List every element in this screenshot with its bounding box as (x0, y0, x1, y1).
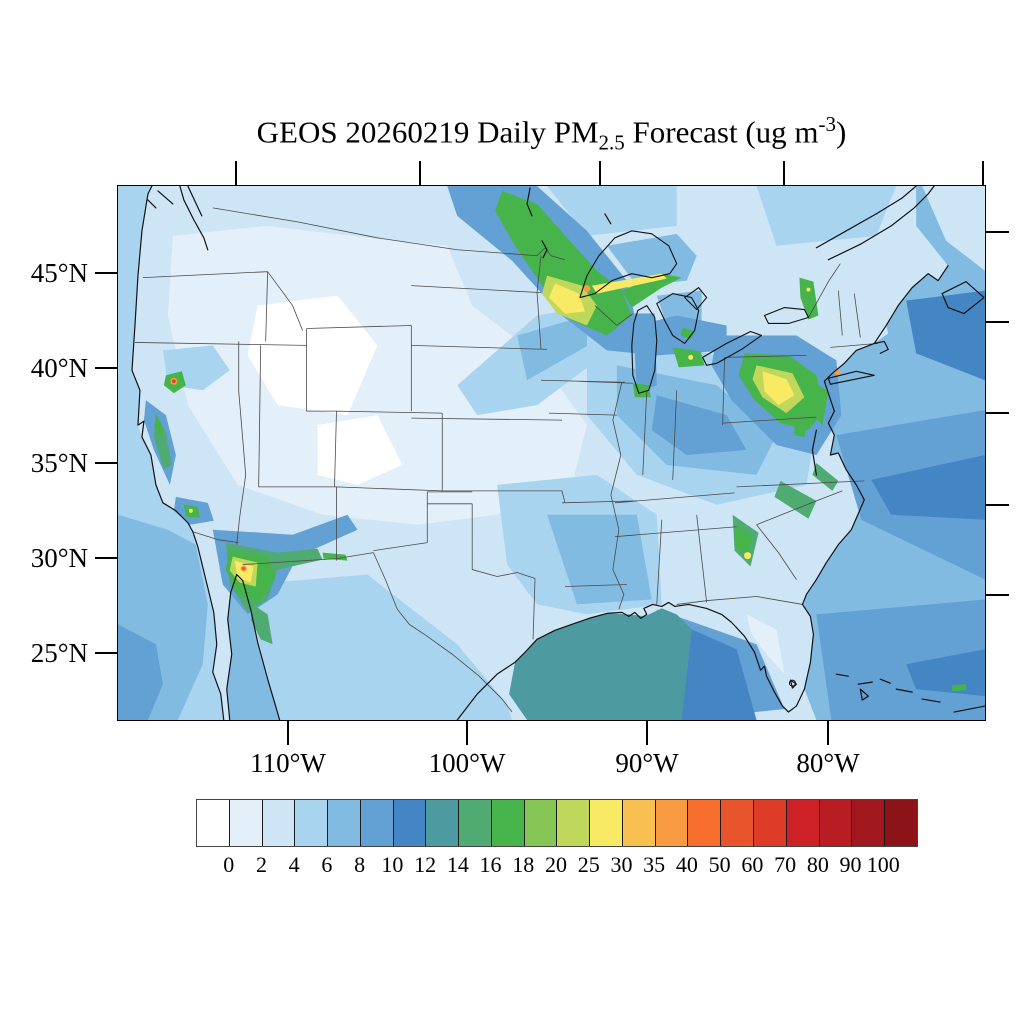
colorbar-tick-label: 20 (545, 852, 567, 877)
colorbar-tick-label: 18 (512, 852, 535, 877)
contour-fills-low (167, 225, 785, 675)
colorbar-segment (557, 800, 591, 846)
colorbar-tick-label: 60 (741, 852, 764, 877)
left-axis-tick (95, 652, 118, 654)
coastlines (131, 186, 985, 720)
hotspot-northeast-corridor (711, 335, 842, 455)
right-axis-tick (986, 594, 1009, 596)
colorbar-tick-label: 4 (288, 852, 300, 877)
right-axis-tick (986, 412, 1009, 414)
colorbar-tick-label: 0 (223, 852, 235, 877)
colorbar-labels: 0 2 4 6 8 10 12 14 16 18 20 25 30 35 40 50 60 70 80 90 100 (196, 852, 916, 880)
colorbar-tick-label: 2 (255, 852, 267, 877)
colorbar-segment (459, 800, 492, 846)
right-axis-tick (986, 231, 1009, 233)
lake-okeechobee (788, 679, 796, 687)
colorbar-segment (590, 800, 623, 846)
colorbar-tick-label: 30 (610, 852, 633, 877)
colorbar-segment (786, 800, 820, 846)
left-axis-tick (95, 272, 118, 274)
top-axis-tick (783, 161, 785, 185)
right-axis-tick (986, 321, 1009, 323)
left-axis-label: 40°N (30, 353, 88, 383)
colorbar-segment (426, 800, 460, 846)
title-text-mid: Forecast (ug m (624, 114, 819, 150)
bottom-axis-label: 90°W (615, 748, 679, 778)
colorbar-segment (262, 800, 296, 846)
left-axis-label: 30°N (30, 543, 88, 573)
left-axis-label: 45°N (30, 258, 88, 288)
colorbar-segment (491, 800, 525, 846)
colorbar-segment (295, 800, 329, 846)
colorbar-segment (721, 800, 755, 846)
left-axis-tick (95, 557, 118, 559)
colorbar-segments (196, 799, 918, 847)
top-axis-tick (982, 161, 984, 185)
colorbar-segment (754, 800, 787, 846)
colorbar-segment (393, 800, 427, 846)
colorbar-tick-label: 100 (866, 852, 900, 877)
colorbar-segment (229, 800, 263, 846)
title-text-end: ) (836, 114, 847, 150)
colorbar-tick-label: 35 (643, 852, 666, 877)
colorbar-segment (360, 800, 394, 846)
colorbar-tick-label: 70 (774, 852, 797, 877)
bottom-axis-tick (646, 721, 648, 745)
great-lakes-outlines (579, 230, 809, 394)
ocean-fills (118, 186, 985, 720)
top-axis-tick (599, 161, 601, 185)
bottom-axis-label: 100°W (428, 748, 506, 778)
plot-title: GEOS 20260219 Daily PM2.5 Forecast (ug m… (117, 112, 986, 156)
title-text: GEOS 20260219 Daily PM (256, 114, 599, 150)
state-borders (134, 207, 879, 713)
colorbar-tick-label: 16 (479, 852, 502, 877)
bottom-axis-label: 110°W (250, 748, 326, 778)
title-superscript: -3 (818, 112, 837, 136)
left-axis-label: 25°N (30, 638, 88, 668)
top-axis-tick (419, 161, 421, 185)
bottom-axis-label: 80°W (796, 748, 860, 778)
colorbar-segment (688, 800, 722, 846)
colorbar-tick-label: 8 (354, 852, 366, 877)
colorbar-segment (197, 800, 230, 846)
colorbar-tick-label: 25 (577, 852, 600, 877)
colorbar-segment (328, 800, 361, 846)
colorbar-tick-label: 80 (806, 852, 829, 877)
left-axis-tick (95, 462, 118, 464)
colorbar-segment (622, 800, 656, 846)
map-panel (117, 185, 986, 721)
bottom-axis-tick (827, 721, 829, 745)
contour-map (118, 186, 985, 720)
colorbar-segment (524, 800, 558, 846)
colorbar-tick-label: 50 (708, 852, 731, 877)
right-axis-tick (986, 504, 1009, 506)
top-axis-tick (235, 161, 237, 185)
bottom-axis-tick (466, 721, 468, 745)
hotspot-southeast-streaks (732, 462, 839, 567)
left-axis-tick (95, 367, 118, 369)
colorbar-tick-label: 12 (414, 852, 437, 877)
bottom-axis-tick (287, 721, 289, 745)
colorbar-segment (655, 800, 689, 846)
colorbar-tick-label: 40 (675, 852, 698, 877)
left-axis-label: 35°N (30, 448, 88, 478)
colorbar-tick-label: 6 (321, 852, 333, 877)
colorbar-segment (885, 800, 917, 846)
colorbar-tick-label: 14 (446, 852, 469, 877)
colorbar-tick-label: 90 (839, 852, 862, 877)
colorbar-tick-label: 10 (381, 852, 404, 877)
colorbar-segment (852, 800, 886, 846)
hotspot-southwest (143, 345, 358, 645)
title-subscript: 2.5 (598, 130, 625, 155)
colorbar-segment (819, 800, 853, 846)
